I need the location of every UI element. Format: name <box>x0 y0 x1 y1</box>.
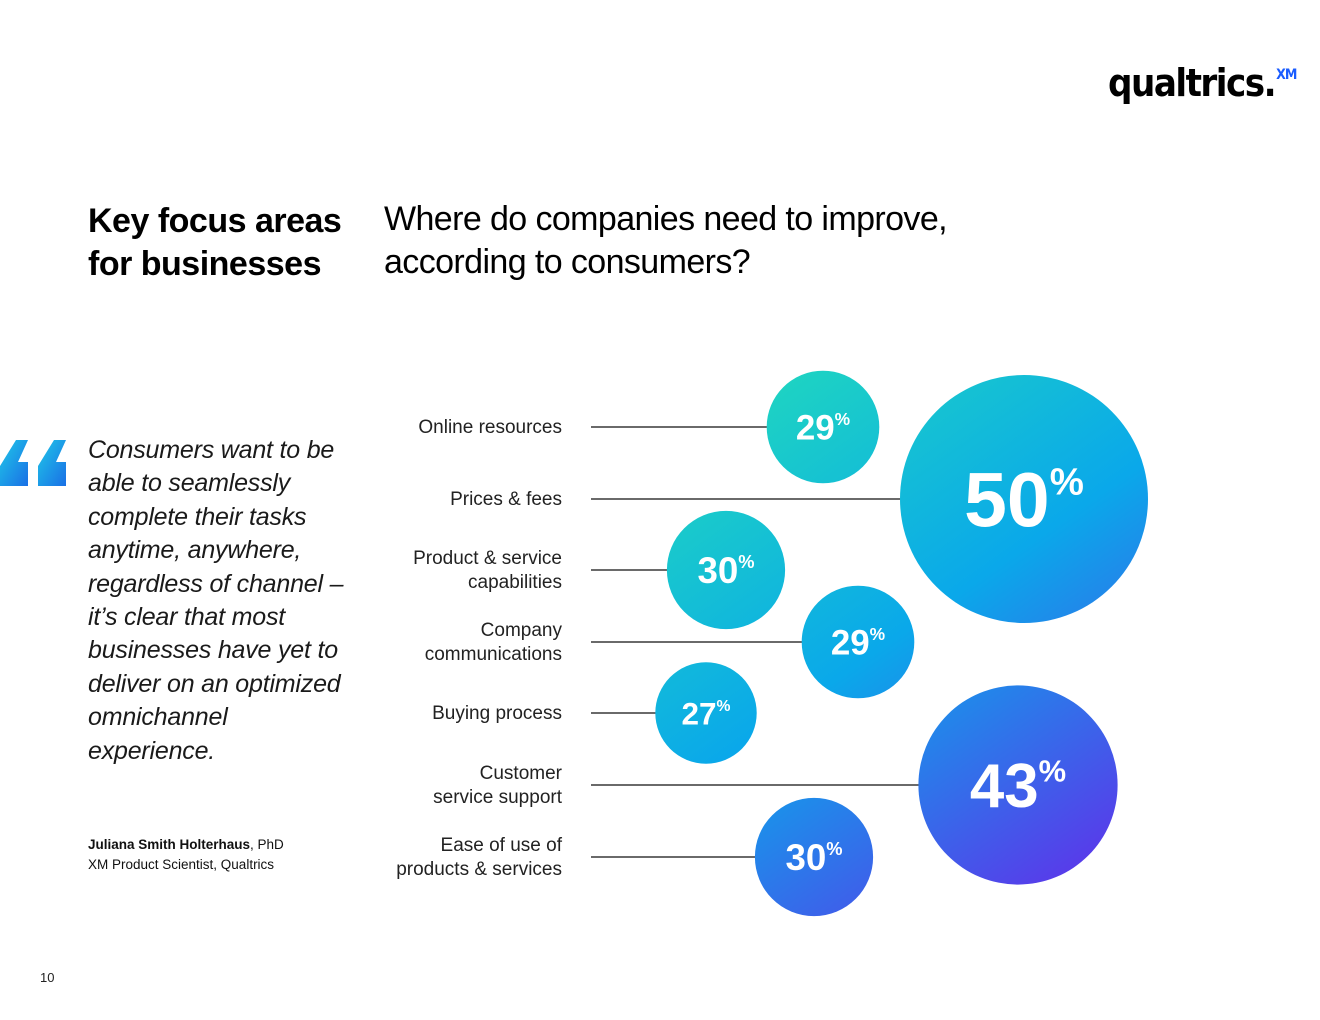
value-label: 29% <box>831 624 885 663</box>
value-label: 50% <box>964 458 1084 544</box>
value-label: 27% <box>682 695 731 731</box>
quote-author: Juliana Smith Holterhaus, PhD XM Product… <box>88 835 388 875</box>
section-title: Key focus areas for businesses <box>88 202 342 283</box>
category-label: Buying process <box>432 703 562 724</box>
value-label: 29% <box>796 409 850 448</box>
bubble <box>918 685 1118 885</box>
bubble <box>655 662 757 764</box>
category-label: Product & service capabilities <box>413 548 562 593</box>
page-number: 10 <box>40 970 55 985</box>
qualtrics-logo: qualtrics.XM <box>1108 61 1297 105</box>
value-label: 30% <box>785 837 842 878</box>
category-label: Ease of use of products & services <box>396 835 563 880</box>
bubble <box>766 370 880 484</box>
category-label: Customer service support <box>433 763 563 808</box>
value-label: 43% <box>970 752 1066 821</box>
category-label: Online resources <box>418 417 562 438</box>
author-title: XM Product Scientist, Qualtrics <box>88 857 275 872</box>
value-label: 30% <box>697 550 754 591</box>
category-label: Prices & fees <box>450 489 562 510</box>
category-label: Company communications <box>425 620 563 665</box>
bubble <box>754 797 874 917</box>
chart-title: Where do companies need to improve, acco… <box>384 200 948 281</box>
quote-text: Consumers want to be able to seamlessly … <box>88 436 344 765</box>
bubble <box>666 510 786 630</box>
author-suffix: , PhD <box>250 837 284 852</box>
bubble <box>900 375 1148 623</box>
bubble <box>801 585 915 699</box>
quote-mark-icon <box>0 440 66 486</box>
author-name: Juliana Smith Holterhaus <box>88 837 251 852</box>
